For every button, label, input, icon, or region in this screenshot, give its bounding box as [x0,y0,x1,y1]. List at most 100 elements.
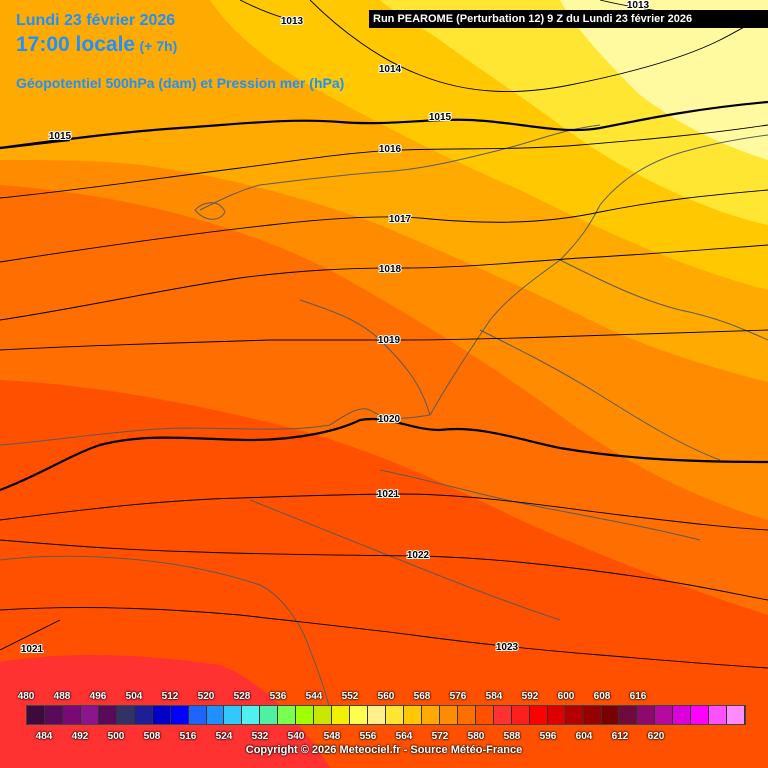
time-offset: (+ 7h) [139,38,178,54]
isobar-lines [0,0,768,669]
isobar-1022 [0,539,768,601]
legend-tick-label: 508 [143,731,161,742]
geopotential-band-pale [560,0,768,160]
legend-tick-label: 580 [467,731,485,742]
legend-tick-label: 604 [575,731,593,742]
forecast-time: 17:00 locale (+ 7h) [16,33,177,57]
island-coast [194,202,226,220]
legend-tick-label: 600 [557,691,575,702]
legend-tick-label: 480 [17,691,35,702]
legend-swatch [206,706,225,724]
legend-swatch [619,706,638,724]
legend-swatch [404,706,422,724]
isobar-label: 1022 [407,550,430,561]
legend-tick-label: 496 [89,691,107,702]
copyright-notice: Copyright © 2026 Meteociel.fr - Source M… [245,744,523,756]
legend-swatch [709,706,728,724]
isobar-label: 1013 [627,0,650,11]
isobar-labels: 1013 1013 1014 1015 1015 1016 1017 1018 1019 1020… [20,0,651,656]
isobar-1013 [239,0,301,23]
legend-tick-label: 548 [323,731,341,742]
legend-tick-label: 544 [305,691,323,702]
legend-tick-label: 560 [377,691,395,702]
isobar-1020 [0,417,768,492]
legend-swatch [529,706,548,724]
legend-tick-label: 488 [53,691,71,702]
legend-tick-label: 500 [107,731,125,742]
legend-tick-label: 532 [251,731,269,742]
legend-tick-label: 552 [341,691,359,702]
country-borders [0,124,768,711]
legend-swatch [565,706,584,724]
border-region-4 [249,499,561,621]
legend-swatch [475,706,494,724]
legend-swatch [601,706,620,724]
legend-tick-label: 536 [269,691,287,702]
legend-swatch [332,706,351,724]
legend-swatch [44,706,63,724]
isobar-label: 1015 [49,131,72,142]
isobar-1015 [0,100,768,150]
legend-tick-label: 612 [611,731,629,742]
coastline-channel [0,408,431,446]
legend-tick-label: 520 [197,691,215,702]
legend-tick-label: 568 [413,691,431,702]
legend-color-bar [26,705,746,725]
legend-tick-label: 584 [485,691,503,702]
legend-swatch [278,706,297,724]
legend-tick-label: 620 [647,731,665,742]
isobar-label: 1021 [377,489,400,500]
legend-tick-label: 576 [449,691,467,702]
legend-tick-label: 528 [233,691,251,702]
legend-swatch [152,706,171,724]
border-france-belgium [429,204,601,416]
legend-swatch [655,706,674,724]
isobar-1015 [0,138,71,150]
legend-swatch [27,706,45,724]
isobar-1016 [0,124,768,199]
border-east-1 [559,259,768,341]
legend-swatch [457,706,476,724]
legend-tick-label: 588 [503,731,521,742]
isobar-1021 [0,619,61,651]
legend-tick-label: 512 [161,691,179,702]
legend-swatch [673,706,692,724]
legend-swatch [62,706,81,724]
legend-tick-label: 492 [71,731,89,742]
forecast-date: Lundi 23 février 2026 [16,12,176,29]
legend-tick-label: 504 [125,691,143,702]
isobar-1021 [0,493,768,531]
legend-swatch [493,706,512,724]
legend-tick-label: 572 [431,731,449,742]
border-region-3 [379,469,701,541]
parameter-title: Géopotentiel 500hPa (dam) et Pression me… [16,75,345,91]
legend-swatch [242,706,261,724]
legend-swatch [691,706,710,724]
legend-swatch [134,706,153,724]
coastline-south [0,555,331,711]
coastline-north [199,124,601,211]
border-east-2 [599,134,768,206]
isobar-label: 1019 [378,335,401,346]
legend-tick-label: 592 [521,691,539,702]
legend-tick-label: 516 [179,731,197,742]
isobar-1019 [0,329,768,351]
legend-swatch [188,706,207,724]
isobar-label: 1013 [281,16,304,27]
isobar-label: 1021 [21,644,44,655]
legend-tick-label: 524 [215,731,233,742]
isobar-label: 1015 [429,112,452,123]
isobar-1014 [309,0,768,92]
legend-tick-label: 564 [395,731,413,742]
legend-swatch [314,706,333,724]
legend-swatch [98,706,117,724]
isobar-1017 [0,189,768,263]
legend-swatch [421,706,440,724]
legend-swatch [170,706,189,724]
isobar-label: 1016 [379,144,402,155]
legend-swatch [116,706,135,724]
legend-swatch [386,706,405,724]
